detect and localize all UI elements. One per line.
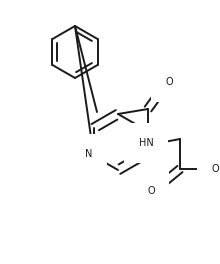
Text: O: O <box>211 164 219 174</box>
Text: HN: HN <box>139 138 153 148</box>
Text: O: O <box>147 186 155 196</box>
Text: O: O <box>165 77 173 87</box>
Text: N: N <box>85 149 92 159</box>
